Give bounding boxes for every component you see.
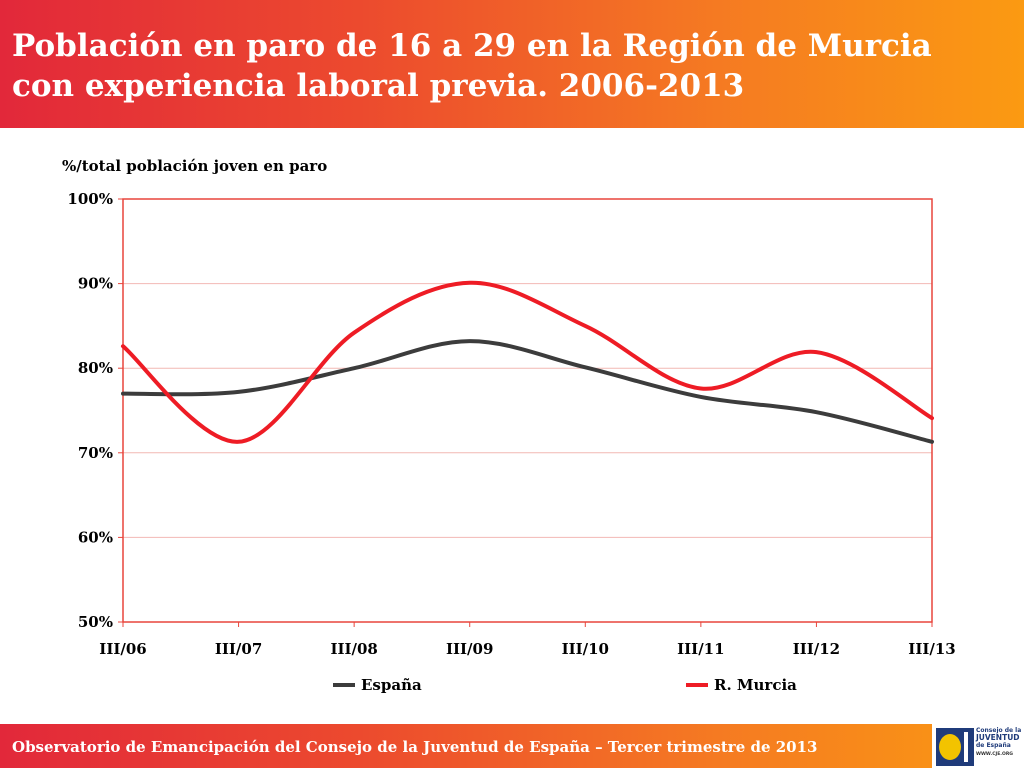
- logo-url: WWW.CJE.ORG: [976, 752, 1013, 757]
- y-tick-label: 60%: [78, 528, 113, 546]
- plot-border: [122, 198, 933, 623]
- page-title: Población en paro de 16 a 29 en la Regió…: [12, 28, 932, 104]
- title-banner: Población en paro de 16 a 29 en la Regió…: [0, 0, 1024, 128]
- series-line-murcia: [121, 280, 934, 444]
- x-tick-label: III/08: [330, 640, 377, 658]
- logo-line-2: JUVENTUD: [976, 733, 1020, 742]
- footer-text: Observatorio de Emancipación del Consejo…: [12, 738, 818, 756]
- y-axis-title: %/total población joven en paro: [62, 157, 327, 175]
- y-tick-label: 50%: [78, 613, 113, 631]
- x-tick-label: III/11: [677, 640, 724, 658]
- x-tick-label: III/12: [793, 640, 840, 658]
- y-tick-label: 100%: [67, 190, 113, 208]
- y-tick-label: 70%: [78, 444, 113, 462]
- series-line-espana: [121, 339, 934, 444]
- chart-area: %/total población joven en paro 50% 60% 70…: [0, 128, 1024, 722]
- x-tick-label: III/07: [215, 640, 262, 658]
- y-tick-label: 80%: [78, 359, 113, 377]
- legend-label: España: [361, 676, 422, 694]
- x-tick-label: III/09: [446, 640, 493, 658]
- y-tick-label: 90%: [78, 275, 113, 293]
- x-tick-label: III/13: [908, 640, 955, 658]
- x-tick-label: III/06: [99, 640, 146, 658]
- footer-banner: Observatorio de Emancipación del Consejo…: [0, 724, 1024, 768]
- x-tick-label: III/10: [562, 640, 609, 658]
- line-chart: %/total población joven en paro 50% 60% 70…: [62, 157, 956, 694]
- logo-line-3: de España: [976, 742, 1011, 749]
- legend-label: R. Murcia: [714, 676, 797, 694]
- cje-logo: Consejo de la JUVENTUD de España WWW.CJE…: [932, 724, 1024, 768]
- logo-line-1: Consejo de la: [976, 727, 1022, 734]
- logo-mark-icon: [936, 728, 974, 766]
